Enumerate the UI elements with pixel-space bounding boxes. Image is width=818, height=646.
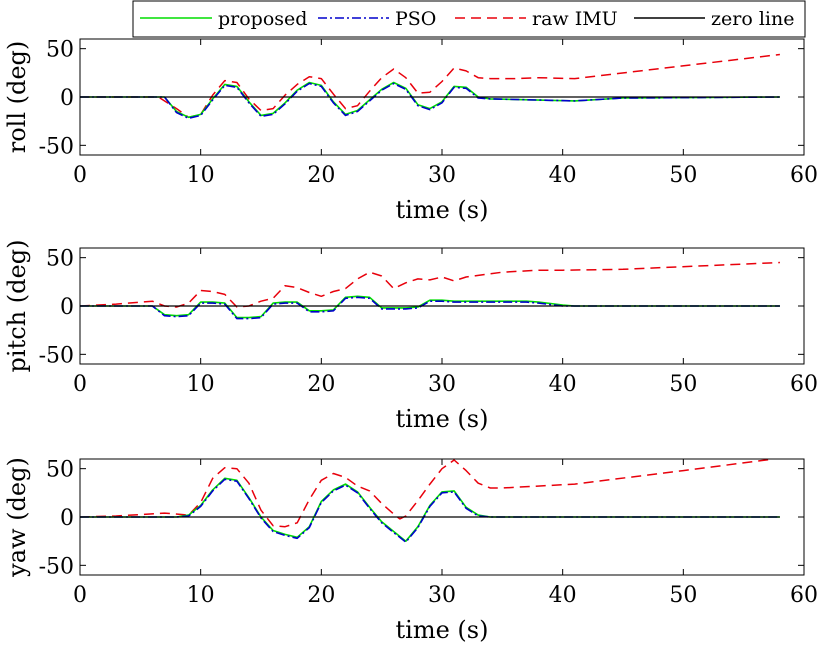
pitch-line-pso	[80, 296, 780, 320]
yaw-xtick-label: 0	[73, 583, 87, 608]
roll-xtick-label: 40	[549, 163, 577, 188]
roll-xtick-label: 0	[73, 163, 87, 188]
legend-label-zero: zero line	[711, 8, 794, 30]
roll-ytick-label: 50	[46, 38, 74, 63]
yaw-ytick-label: 0	[60, 506, 74, 531]
pitch-subplot: 0 10 20 30 40 50 60 -50 0 50 time (s) pitch (deg)	[3, 240, 818, 433]
yaw-ytick-label: -50	[39, 554, 74, 579]
yaw-xtick-label: 30	[428, 583, 456, 608]
pitch-xtick-label: 60	[790, 372, 818, 397]
roll-xtick-label: 30	[428, 163, 456, 188]
yaw-xtick-label: 40	[549, 583, 577, 608]
yaw-line-raw	[79, 458, 774, 528]
pitch-xtick-label: 0	[73, 372, 87, 397]
roll-xtick-label: 20	[307, 163, 335, 188]
pitch-xtick-label: 40	[549, 372, 577, 397]
yaw-line-proposed	[80, 477, 780, 543]
yaw-xtick-label: 10	[187, 583, 215, 608]
legend-label-raw: raw IMU	[532, 8, 618, 30]
pitch-line-proposed	[80, 295, 780, 319]
pitch-xtick-label: 30	[428, 372, 456, 397]
yaw-xlabel: time (s)	[396, 616, 489, 644]
pitch-ytick-label: 0	[60, 295, 74, 320]
pitch-xtick-label: 20	[307, 372, 335, 397]
pitch-xlabel: time (s)	[396, 405, 489, 433]
roll-line-pso	[80, 82, 780, 120]
legend-label-proposed: proposed	[218, 8, 307, 30]
yaw-line-pso	[80, 478, 780, 543]
roll-xtick-label: 10	[187, 163, 215, 188]
legend-box	[132, 0, 806, 38]
roll-subplot: 0 10 20 30 40 50 60 -50 0 50 time (s) roll (deg)	[3, 38, 818, 224]
pitch-line-raw	[79, 261, 780, 308]
yaw-xtick-label: 20	[307, 583, 335, 608]
roll-ylabel: roll (deg)	[3, 41, 31, 154]
yaw-subplot: 0 10 20 30 40 50 60 -50 0 50 time (s) yaw (deg)	[3, 457, 818, 644]
pitch-xtick-label: 10	[187, 372, 215, 397]
pitch-ylabel: pitch (deg)	[3, 240, 31, 373]
roll-line-raw	[80, 53, 780, 119]
legend: proposed PSO raw IMU zero line	[132, 0, 806, 38]
roll-line-proposed	[80, 81, 780, 119]
yaw-xtick-label: 50	[669, 583, 697, 608]
roll-ytick-label: 0	[60, 86, 74, 111]
yaw-ylabel: yaw (deg)	[3, 457, 31, 578]
roll-xlabel: time (s)	[396, 196, 489, 224]
roll-xtick-label: 50	[669, 163, 697, 188]
pitch-xtick-label: 50	[669, 372, 697, 397]
roll-ytick-label: -50	[39, 134, 74, 159]
roll-xtick-label: 60	[790, 163, 818, 188]
pitch-ytick-label: -50	[39, 343, 74, 368]
legend-label-pso: PSO	[395, 8, 436, 30]
yaw-xtick-label: 60	[790, 583, 818, 608]
yaw-ytick-label: 50	[46, 458, 74, 483]
pitch-ytick-label: 50	[46, 247, 74, 272]
